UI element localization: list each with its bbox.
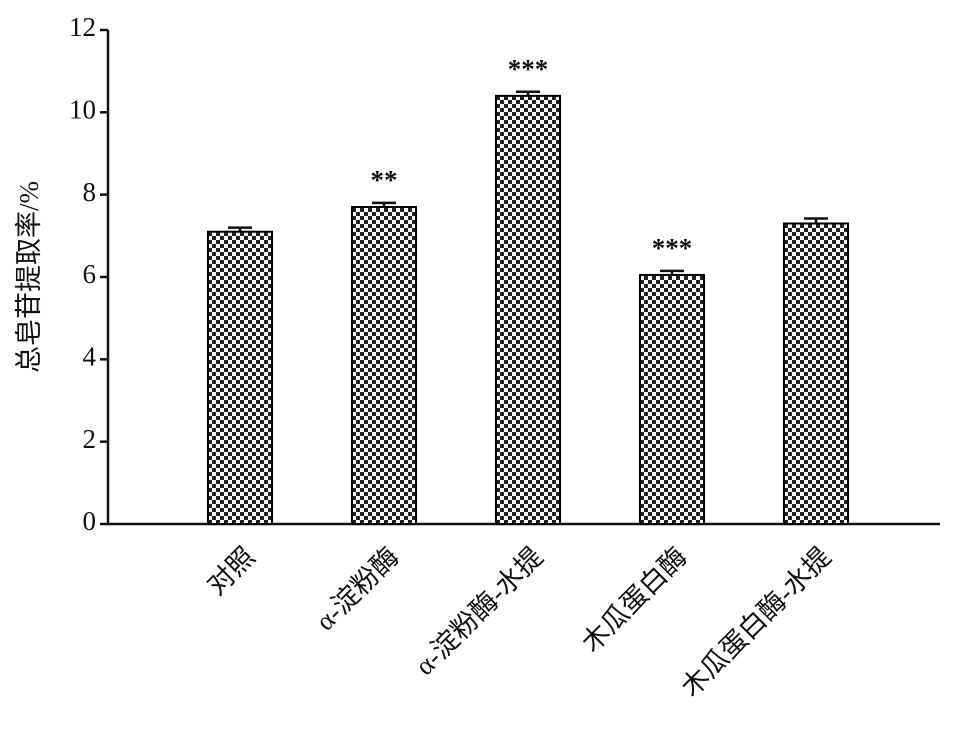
x-tick-label: α-淀粉酶 (310, 541, 405, 636)
y-tick-label: 8 (83, 177, 97, 207)
significance-label: ** (371, 165, 398, 195)
y-tick-label: 4 (83, 342, 97, 372)
bar (783, 222, 849, 525)
y-tick-label: 2 (83, 424, 97, 454)
y-tick-label: 10 (69, 95, 96, 125)
y-tick-label: 12 (69, 12, 96, 42)
significance-label: *** (508, 54, 549, 84)
bar (639, 273, 705, 526)
x-tick-label: 木瓜蛋白酶-水提 (675, 541, 836, 702)
y-axis-label: 总皂苷提取率/% (14, 181, 44, 373)
bar (351, 206, 417, 525)
bar (495, 94, 561, 525)
y-tick-label: 6 (83, 259, 97, 289)
significance-label: *** (652, 233, 693, 263)
bar (207, 230, 273, 525)
x-tick-label: α-淀粉酶-水提 (409, 541, 548, 680)
x-tick-label: 木瓜蛋白酶 (576, 541, 693, 658)
y-tick-label: 0 (83, 506, 97, 536)
x-tick-label: 对照 (201, 541, 260, 600)
